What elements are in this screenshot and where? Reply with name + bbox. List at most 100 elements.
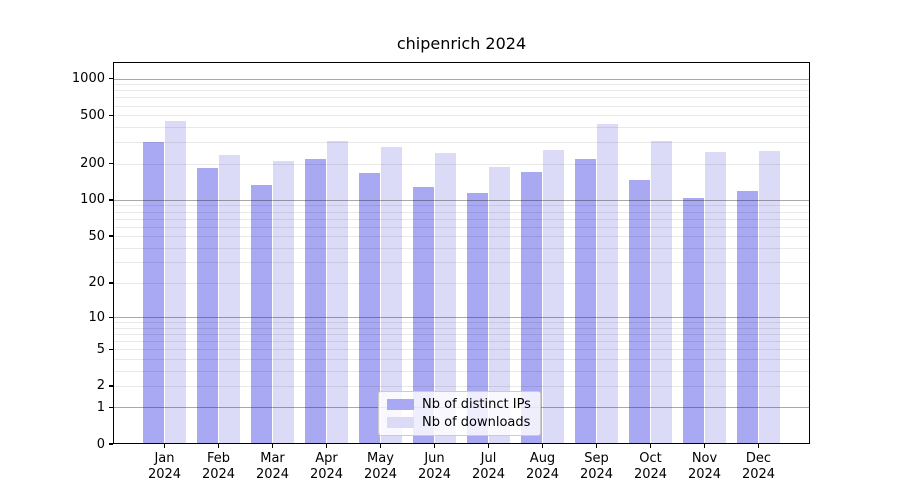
gridline-minor	[113, 349, 810, 351]
x-tick-year: 2024	[417, 466, 452, 482]
y-tick-mark	[109, 235, 113, 237]
y-tick-label: 2	[96, 378, 105, 394]
x-tick-year: 2024	[255, 466, 290, 482]
bar-distinct-ips-jul	[466, 193, 489, 444]
bar-distinct-ips-jun	[412, 186, 435, 444]
x-tick-label: Sep 2024	[567, 451, 627, 482]
legend-item-distinct-ips: Nb of distinct IPs	[387, 397, 531, 412]
x-tick-year: 2024	[201, 466, 236, 482]
legend-label: Nb of distinct IPs	[422, 397, 531, 412]
bar-distinct-ips-sep	[574, 158, 597, 444]
bar-downloads-jan	[164, 120, 187, 444]
gridline-minor	[113, 84, 810, 86]
x-tick-year: 2024	[741, 466, 776, 482]
bar-distinct-ips-oct	[628, 180, 651, 444]
gridline-minor	[113, 358, 810, 360]
gridline-minor	[113, 247, 810, 249]
y-tick-mark	[109, 199, 113, 201]
y-tick-label: 1000	[71, 71, 105, 87]
y-tick-mark	[109, 114, 113, 116]
x-tick-month: Mar	[260, 451, 285, 466]
bar-distinct-ips-may	[358, 172, 381, 444]
gridline-major	[113, 199, 810, 201]
bar-distinct-ips-aug	[520, 172, 543, 444]
bar-downloads-jul	[488, 167, 511, 444]
x-tick-mark	[595, 444, 598, 448]
bar-downloads-oct	[650, 140, 673, 444]
x-tick-year: 2024	[309, 466, 344, 482]
y-tick-label: 200	[80, 155, 105, 171]
y-tick-label: 5	[96, 341, 105, 357]
y-tick-mark	[109, 385, 113, 387]
y-tick-mark	[109, 282, 113, 284]
x-tick-mark	[541, 444, 544, 448]
x-tick-mark	[649, 444, 652, 448]
bar-downloads-may	[380, 147, 403, 444]
bar-downloads-feb	[218, 154, 241, 444]
x-tick-label: Jul 2024	[459, 451, 519, 482]
x-tick-year: 2024	[363, 466, 398, 482]
x-tick-mark	[325, 444, 328, 448]
legend-label: Nb of downloads	[422, 415, 531, 430]
gridline-minor	[113, 262, 810, 264]
x-tick-mark	[271, 444, 274, 448]
gridline-minor	[113, 341, 810, 343]
x-tick-year: 2024	[147, 466, 182, 482]
gridline-major	[113, 78, 810, 80]
x-tick-mark	[163, 444, 166, 448]
plot-area: Nb of distinct IPs Nb of downloads	[113, 62, 810, 444]
legend: Nb of distinct IPs Nb of downloads	[378, 391, 541, 436]
x-tick-mark	[703, 444, 706, 448]
x-tick-mark	[433, 444, 436, 448]
gridline-minor	[113, 327, 810, 329]
x-tick-label: Nov 2024	[675, 451, 735, 482]
bar-downloads-jun	[434, 153, 457, 444]
y-tick-label: 50	[88, 228, 105, 244]
chart-title: chipenrich 2024	[396, 34, 527, 53]
x-tick-label: Mar 2024	[243, 451, 303, 482]
bar-distinct-ips-dec	[736, 190, 759, 444]
x-tick-label: Oct 2024	[621, 451, 681, 482]
bar-distinct-ips-mar	[250, 185, 273, 444]
gridline-minor	[113, 205, 810, 207]
gridline-minor	[113, 334, 810, 335]
gridline-minor	[113, 97, 810, 99]
x-tick-mark	[757, 444, 760, 448]
x-tick-month: Jan	[154, 451, 175, 466]
x-tick-month: Jul	[480, 451, 497, 466]
gridline-minor	[113, 226, 810, 228]
gridline-minor	[113, 126, 810, 128]
gridline-minor	[113, 385, 810, 387]
y-tick-mark	[109, 316, 113, 318]
bar-downloads-apr	[326, 140, 349, 444]
bar-distinct-ips-nov	[682, 197, 705, 444]
x-tick-label: Jan 2024	[135, 451, 195, 482]
x-tick-label: Feb 2024	[189, 451, 249, 482]
bar-downloads-sep	[596, 123, 619, 444]
y-tick-label: 100	[80, 192, 105, 208]
x-tick-year: 2024	[525, 466, 560, 482]
gridline-minor	[113, 236, 810, 237]
x-tick-month: Jun	[424, 451, 445, 466]
bar-downloads-dec	[758, 150, 781, 444]
y-tick-mark	[109, 77, 113, 80]
x-tick-year: 2024	[471, 466, 506, 482]
x-tick-year: 2024	[687, 466, 722, 482]
y-tick-mark	[109, 443, 113, 445]
legend-swatch-icon	[387, 417, 414, 428]
x-tick-month: Aug	[529, 451, 556, 466]
x-tick-label: Jun 2024	[405, 451, 465, 482]
bar-downloads-nov	[704, 151, 727, 444]
y-tick-mark	[109, 348, 113, 350]
x-tick-month: Oct	[639, 451, 662, 466]
gridline-major	[113, 317, 810, 319]
gridline-minor	[113, 90, 810, 92]
x-tick-year: 2024	[633, 466, 668, 482]
legend-swatch-icon	[387, 399, 414, 410]
bar-downloads-mar	[272, 160, 295, 444]
x-tick-label: Aug 2024	[513, 451, 573, 482]
bar-distinct-ips-apr	[304, 158, 327, 444]
x-tick-month: May	[367, 451, 394, 466]
bar-distinct-ips-feb	[196, 168, 219, 444]
